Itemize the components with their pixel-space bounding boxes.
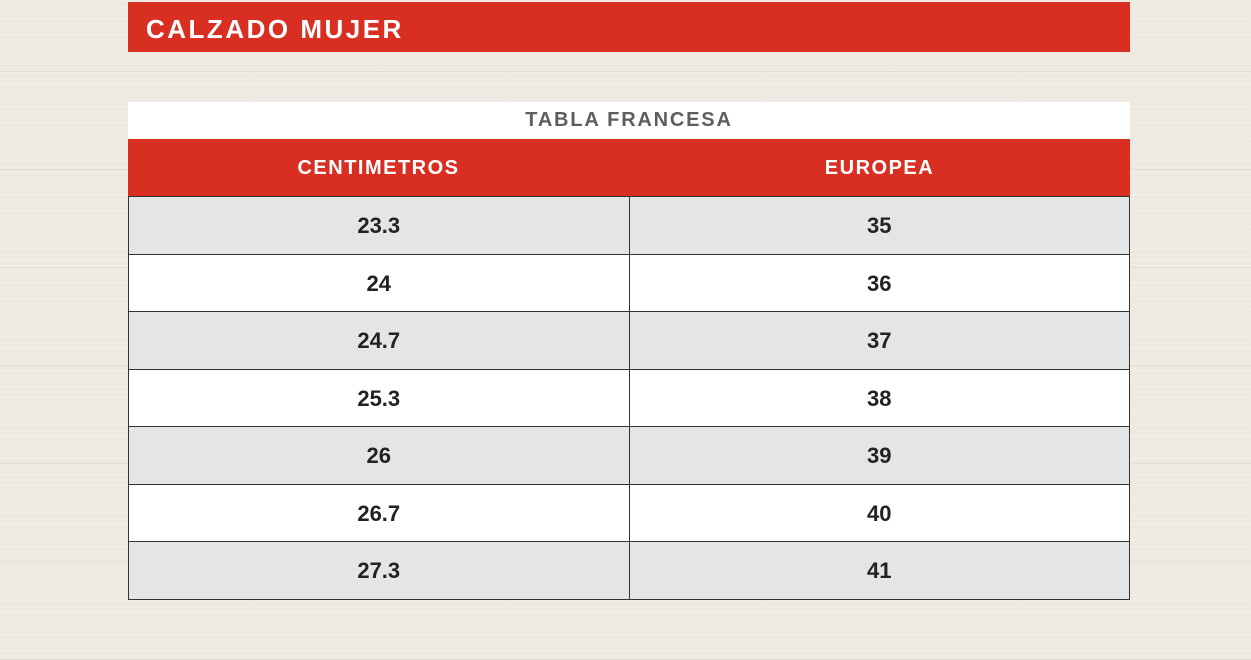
table-row: 27.3 41: [129, 541, 1129, 600]
table-header: CENTIMETROS EUROPEA: [128, 139, 1130, 196]
cell-centimetros: 24: [129, 254, 630, 311]
cell-europea: 39: [867, 443, 892, 468]
cell-europea: 40: [867, 500, 892, 526]
cell-europea: 38: [867, 385, 892, 411]
size-table: TABLA FRANCESA CENTIMETROS EUROPEA 23.3 3…: [128, 102, 1130, 600]
cell-centimetros: 26.7: [129, 484, 630, 541]
table-row: 26.7 40: [129, 483, 1129, 541]
title-banner: CALZADO MUJER: [128, 2, 1130, 52]
column-header-centimetros: CENTIMETROS: [297, 157, 460, 179]
cell-europea: 36: [867, 270, 892, 296]
cell-centimetros: 27.3: [129, 542, 630, 599]
column-header-europea: EUROPEA: [824, 157, 935, 179]
cell-centimetros: 24.7: [129, 312, 630, 369]
cell-centimetros: 23.3: [129, 197, 630, 254]
page-title: CALZADO MUJER: [146, 14, 404, 44]
table-row: 24 36: [129, 253, 1129, 311]
cell-europea: 41: [867, 558, 892, 583]
cell-europea: 35: [867, 213, 892, 238]
cell-centimetros: 26: [129, 427, 630, 484]
table-body: 23.3 35 24 36 24.7 37 25.3 38 26 39 26.7 40 27.3 41: [128, 196, 1130, 600]
table-row: 25.3 38: [129, 368, 1129, 426]
cell-europea: 37: [867, 328, 892, 353]
table-row: 24.7 37: [129, 311, 1129, 369]
table-row: 23.3 35: [129, 196, 1129, 254]
table-row: 26 39: [129, 426, 1129, 484]
table-subtitle: TABLA FRANCESA: [128, 102, 1130, 139]
cell-centimetros: 25.3: [129, 369, 630, 426]
